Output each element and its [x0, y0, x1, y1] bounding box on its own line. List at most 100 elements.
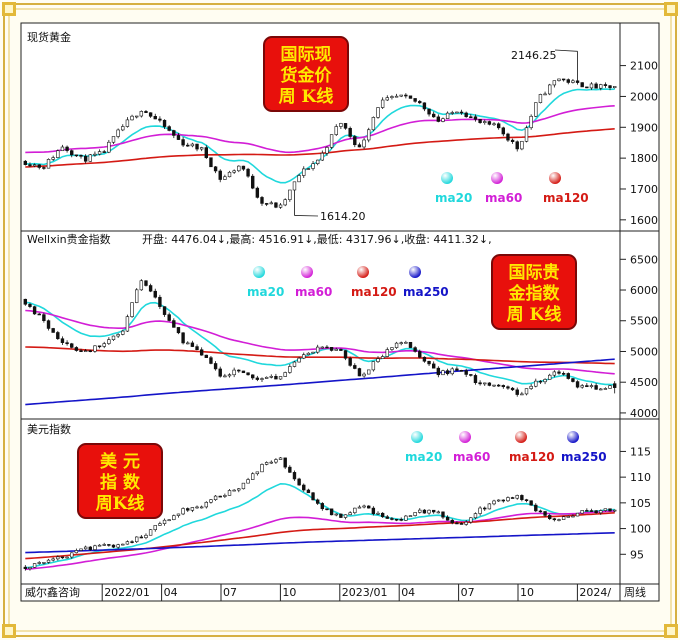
candle-body	[390, 96, 394, 98]
candle-body	[557, 519, 561, 521]
date-tick-label: 04	[401, 586, 415, 599]
candle-body	[432, 113, 436, 118]
y-tick-label: 110	[630, 471, 651, 484]
candle-body	[380, 512, 385, 518]
candle-body	[246, 372, 250, 376]
candle-body	[469, 374, 473, 376]
candle-body	[320, 346, 325, 349]
candle-body	[65, 146, 69, 151]
candle-body	[56, 332, 60, 340]
candle-body	[483, 121, 487, 123]
candle-body	[524, 388, 529, 395]
candle-body	[362, 139, 366, 148]
candle-body	[65, 342, 69, 345]
candle-body	[529, 385, 533, 389]
ma250-legend-dot	[567, 431, 579, 443]
candle-body	[390, 347, 394, 350]
candle-body	[260, 378, 264, 380]
candle-body	[362, 505, 366, 508]
candle-body	[46, 320, 51, 329]
ma20-legend-dot	[441, 172, 453, 184]
candle-body	[501, 385, 505, 388]
y-tick-label: 1700	[630, 183, 658, 196]
candle-body	[264, 376, 269, 379]
candle-body	[390, 518, 394, 520]
candle-body	[83, 155, 88, 162]
candle-body	[213, 363, 218, 370]
candle-body	[413, 347, 417, 352]
corner-ornament-tl	[2, 2, 16, 16]
candle-body	[130, 302, 134, 317]
candle-body	[223, 176, 227, 180]
date-tick-label: 04	[164, 586, 178, 599]
date-tick-label: 10	[282, 586, 296, 599]
candle-body	[241, 165, 246, 170]
candle-body	[418, 509, 422, 513]
candle-body	[506, 133, 510, 141]
candle-body	[97, 151, 102, 155]
candle-body	[97, 345, 102, 348]
candle-body	[148, 285, 153, 292]
candle-body	[158, 118, 162, 121]
candle-body	[311, 163, 315, 169]
candle-body	[487, 382, 492, 386]
candle-body	[302, 168, 306, 176]
candle-body	[348, 357, 352, 366]
candle-body	[278, 204, 283, 208]
candle-body	[473, 375, 478, 384]
candle-body	[306, 168, 311, 170]
candle-body	[102, 544, 106, 546]
candle-body	[608, 385, 612, 389]
candle-body	[612, 86, 617, 88]
candle-body	[107, 544, 111, 546]
candle-body	[524, 127, 529, 142]
candle-body	[469, 116, 473, 119]
candle-body	[255, 187, 260, 198]
candle-body	[311, 351, 315, 354]
candle-body	[385, 516, 389, 519]
candle-body	[445, 112, 450, 119]
candle-body	[288, 466, 292, 473]
candle-body	[283, 372, 287, 377]
candle-body	[325, 508, 329, 511]
candle-body	[589, 510, 594, 512]
candle-body	[195, 143, 199, 150]
ma120-legend-label: ma120	[351, 285, 397, 299]
candle-body	[56, 150, 60, 158]
ma20-legend-dot	[411, 431, 423, 443]
candle-body	[297, 478, 301, 486]
candle-body	[135, 536, 139, 543]
candle-body	[209, 499, 213, 503]
candle-body	[255, 377, 260, 380]
candle-body	[343, 350, 348, 359]
candle-body	[237, 369, 241, 372]
panel-title-usd: 美元指数	[27, 422, 71, 436]
candle-body	[227, 171, 232, 178]
candle-body	[32, 164, 37, 167]
plot-layer: 2022/01 04 07 10 2023/01 04 07 10 2024/160017001…	[23, 49, 658, 601]
candle-body	[548, 84, 552, 95]
candle-body	[204, 354, 208, 358]
candle-body	[23, 298, 28, 305]
candle-body	[599, 510, 603, 514]
candle-body	[529, 115, 533, 129]
candle-body	[32, 563, 37, 568]
candle-body	[394, 95, 399, 98]
candle-body	[501, 127, 505, 135]
candle-body	[399, 518, 403, 521]
candle-body	[269, 202, 273, 205]
candle-body	[51, 558, 55, 561]
candle-body	[274, 375, 278, 380]
candle-body	[589, 385, 594, 388]
candle-body	[135, 289, 139, 303]
candle-body	[199, 506, 204, 509]
candle-body	[269, 461, 273, 464]
candle-body	[260, 197, 264, 204]
candle-body	[278, 457, 283, 460]
candle-body	[371, 507, 376, 515]
candle-body	[520, 393, 524, 396]
candle-body	[464, 521, 468, 525]
candle-body	[334, 126, 338, 135]
candle-body	[566, 516, 570, 518]
